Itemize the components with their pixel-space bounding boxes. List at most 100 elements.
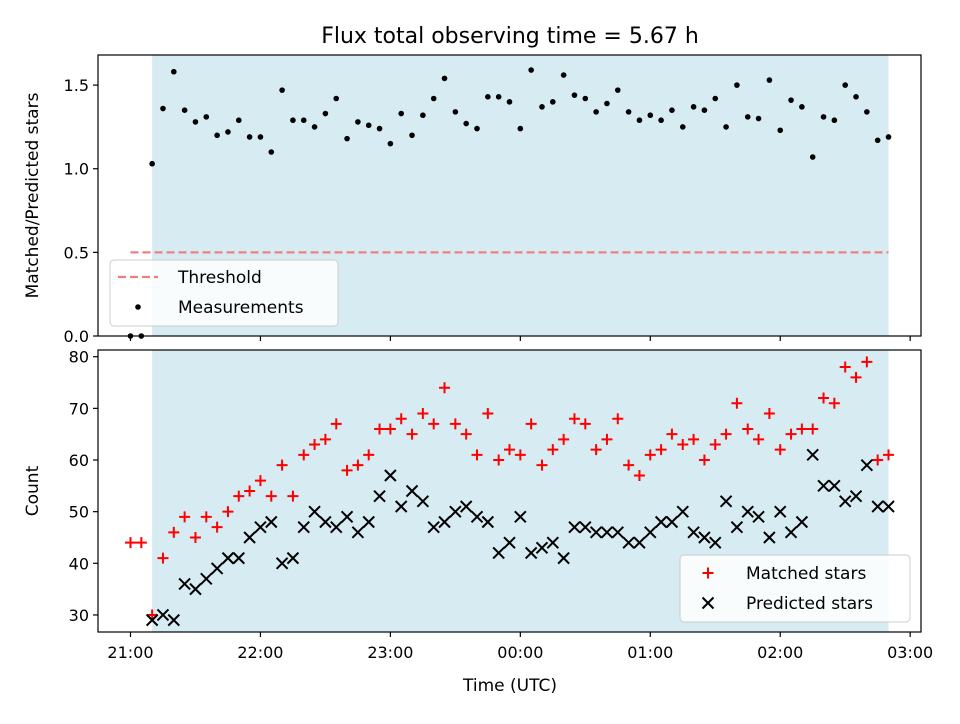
measurement-point bbox=[658, 117, 664, 124]
measurement-point bbox=[864, 109, 870, 115]
matched-star-point bbox=[276, 459, 288, 471]
predicted-star-point bbox=[676, 505, 689, 518]
matched-star-point bbox=[265, 490, 277, 502]
matched-star-point bbox=[471, 449, 483, 461]
predicted-star-point bbox=[698, 531, 711, 544]
top-axes-frame bbox=[97, 54, 922, 337]
measurement-point bbox=[409, 132, 415, 139]
matched-star-point bbox=[579, 418, 591, 430]
predicted-star-point bbox=[405, 484, 419, 498]
top-legend: Threshold Measurements bbox=[109, 259, 339, 327]
matched-star-point bbox=[807, 423, 819, 435]
measurement-point bbox=[734, 82, 740, 88]
matched-star-point bbox=[449, 418, 461, 430]
measurement-point bbox=[192, 119, 199, 125]
predicted-star-point bbox=[849, 489, 863, 503]
matched-star-point bbox=[298, 449, 310, 461]
legend-measurements-label: Measurements bbox=[178, 298, 304, 318]
matched-star-point bbox=[384, 423, 396, 435]
matched-star-point bbox=[731, 397, 743, 409]
predicted-star-point bbox=[200, 572, 213, 586]
x-tick-label: 00:00 bbox=[497, 643, 543, 662]
matched-star-point bbox=[558, 433, 570, 445]
x-tick-label: 23:00 bbox=[367, 643, 413, 662]
x-tick-label: 22:00 bbox=[237, 643, 283, 662]
predicted-star-point bbox=[459, 500, 473, 513]
measurement-point bbox=[311, 124, 318, 130]
predicted-star-point bbox=[806, 448, 819, 462]
series-matched-stars bbox=[124, 356, 895, 621]
matched-star-point bbox=[720, 428, 732, 440]
measurement-point bbox=[701, 107, 708, 113]
predicted-star-point bbox=[470, 510, 484, 524]
measurement-point bbox=[495, 94, 502, 100]
legend-threshold-label: Threshold bbox=[177, 268, 262, 288]
matched-star-point bbox=[189, 531, 201, 543]
matched-star-point bbox=[319, 433, 331, 445]
matched-star-point bbox=[828, 397, 840, 409]
matched-star-point bbox=[200, 511, 212, 523]
predicted-star-point bbox=[600, 526, 614, 539]
matched-star-point bbox=[341, 464, 353, 476]
matched-star-point bbox=[309, 439, 321, 451]
measurement-point bbox=[235, 117, 242, 124]
matched-star-point bbox=[839, 361, 851, 373]
measurement-point bbox=[474, 125, 480, 132]
matched-star-point bbox=[644, 449, 656, 461]
matched-star-point bbox=[774, 444, 786, 456]
matched-star-point bbox=[536, 459, 548, 471]
predicted-star-point bbox=[644, 526, 657, 539]
predicted-star-point bbox=[784, 526, 798, 539]
predicted-star-point bbox=[189, 582, 202, 596]
matched-star-point bbox=[655, 444, 667, 456]
legend-predicted-swatch bbox=[701, 596, 715, 610]
matched-star-point bbox=[179, 511, 191, 523]
predicted-star-point bbox=[330, 520, 343, 534]
bottom-y-tick-label: 60 bbox=[69, 451, 89, 470]
predicted-star-point bbox=[774, 505, 787, 518]
measurement-point bbox=[441, 75, 448, 82]
predicted-star-point bbox=[611, 526, 624, 539]
predicted-star-point bbox=[579, 520, 592, 534]
matched-star-point bbox=[612, 413, 624, 425]
predicted-star-point bbox=[243, 531, 256, 544]
matched-star-point bbox=[363, 449, 375, 461]
measurement-point bbox=[679, 124, 686, 130]
measurement-point bbox=[766, 77, 773, 83]
matched-star-point bbox=[677, 439, 689, 451]
measurement-point bbox=[463, 120, 469, 127]
predicted-star-point bbox=[384, 469, 397, 482]
predicted-star-point bbox=[568, 520, 581, 534]
measurement-point bbox=[799, 104, 805, 110]
predicted-star-point bbox=[254, 520, 267, 534]
matched-star-point bbox=[330, 418, 342, 430]
measurement-point bbox=[571, 92, 578, 98]
predicted-star-point bbox=[427, 520, 440, 534]
measurement-point bbox=[149, 160, 155, 167]
predicted-star-point bbox=[871, 500, 884, 513]
matched-star-point bbox=[753, 433, 765, 445]
measurement-point bbox=[290, 117, 296, 124]
matched-star-point bbox=[233, 490, 245, 502]
x-axis-label: Time (UTC) bbox=[462, 676, 557, 696]
series-predicted-stars bbox=[145, 448, 895, 627]
matched-star-point bbox=[590, 444, 602, 456]
measurement-point bbox=[712, 95, 719, 102]
predicted-star-point bbox=[351, 526, 365, 539]
legend-matched-label: Matched stars bbox=[746, 564, 866, 584]
matched-star-point bbox=[623, 459, 635, 471]
measurement-point bbox=[268, 149, 275, 155]
predicted-star-point bbox=[665, 515, 679, 529]
predicted-star-point bbox=[492, 546, 505, 560]
measurement-point bbox=[171, 68, 177, 75]
measurement-point bbox=[181, 107, 188, 113]
measurement-point bbox=[625, 109, 632, 115]
matched-star-point bbox=[633, 470, 645, 482]
legend-box bbox=[109, 259, 339, 327]
matched-star-point bbox=[504, 444, 515, 456]
predicted-star-point bbox=[481, 515, 495, 529]
matched-star-point bbox=[406, 428, 418, 440]
measurement-point bbox=[614, 87, 621, 93]
matched-star-point bbox=[211, 521, 223, 533]
